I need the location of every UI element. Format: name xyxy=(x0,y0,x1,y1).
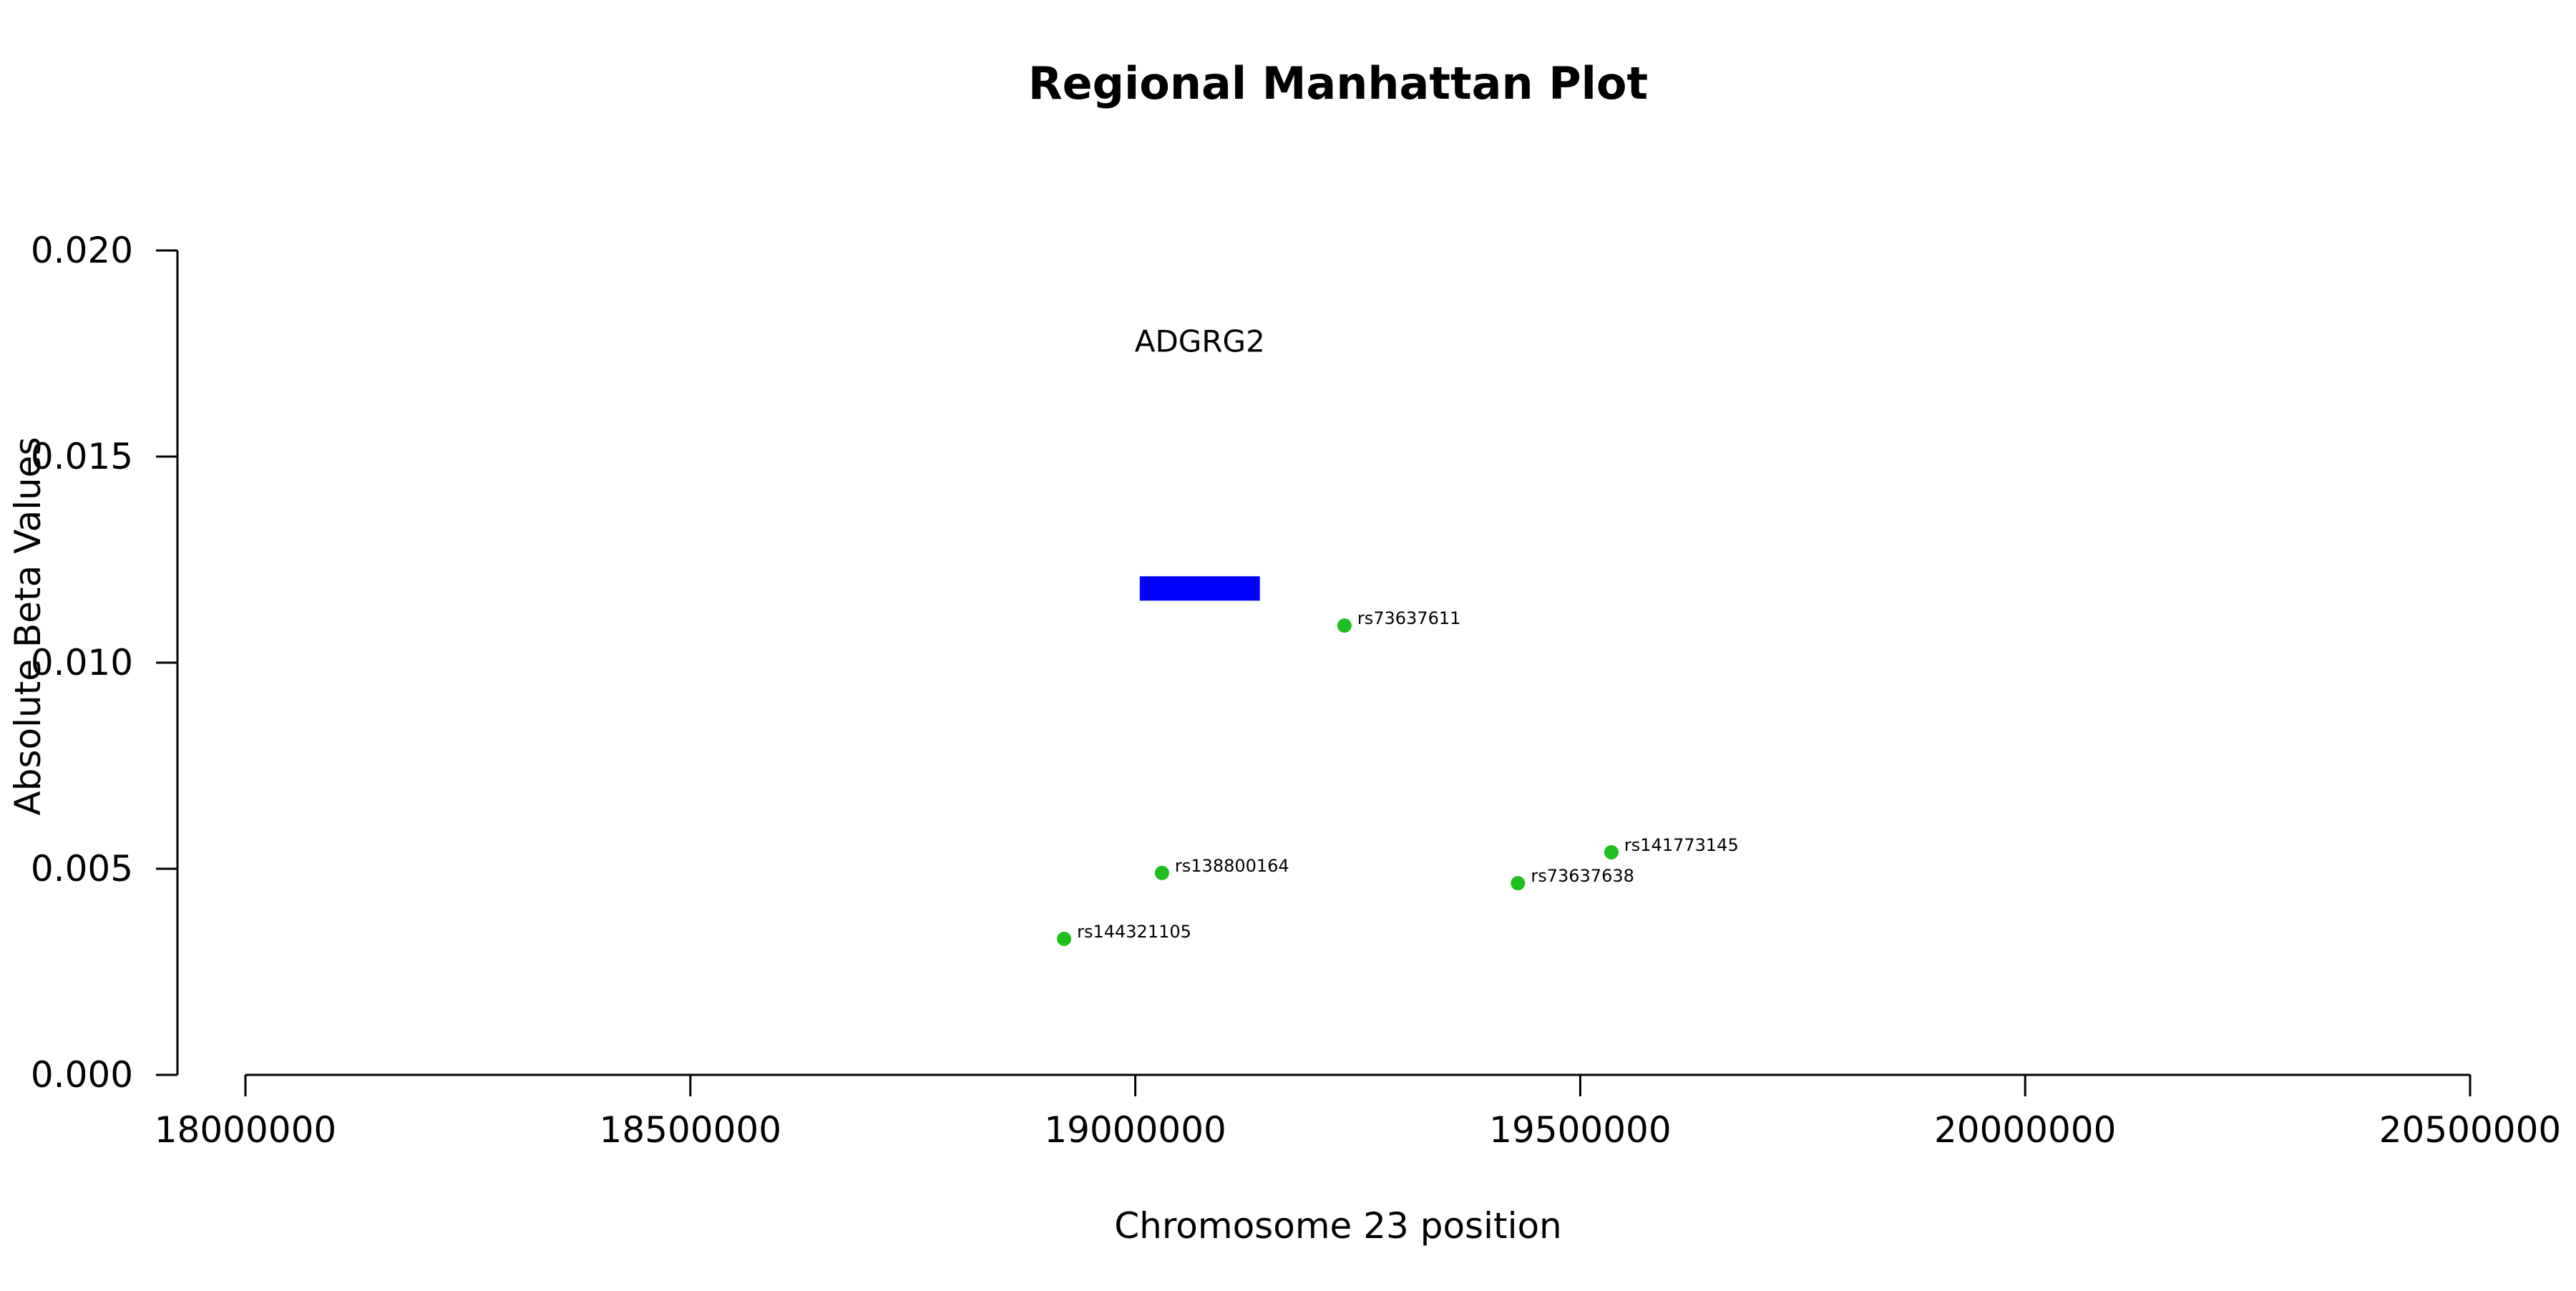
y-tick-label: 0.005 xyxy=(31,848,133,890)
x-axis-label: Chromosome 23 position xyxy=(1114,1205,1562,1247)
snp-label: rs138800164 xyxy=(1175,856,1289,876)
chart-title: Regional Manhattan Plot xyxy=(1028,57,1648,109)
y-tick-label: 0.020 xyxy=(31,230,133,271)
x-tick-label: 18500000 xyxy=(600,1109,782,1151)
gene-track: ADGRG2 xyxy=(1135,324,1265,601)
snp-points: rs144321105 rs138800164 rs73637611 rs736376… xyxy=(1057,608,1739,946)
snp-point xyxy=(1057,931,1072,946)
y-tick-label: 0.010 xyxy=(31,642,133,683)
x-tick-label: 19000000 xyxy=(1044,1109,1226,1151)
snp-point xyxy=(1154,865,1169,880)
y-tick-label: 0.000 xyxy=(31,1054,133,1096)
gene-label: ADGRG2 xyxy=(1135,324,1265,359)
snp-label: rs144321105 xyxy=(1077,922,1191,942)
y-tick-label: 0.015 xyxy=(31,436,133,477)
gene-bar xyxy=(1139,576,1260,601)
snp-label: rs141773145 xyxy=(1624,835,1739,855)
snp-label: rs73637638 xyxy=(1531,866,1634,886)
x-tick-label: 19500000 xyxy=(1489,1109,1672,1151)
x-tick-label: 18000000 xyxy=(155,1109,337,1151)
snp-point xyxy=(1604,844,1619,859)
y-axis-label: Absolute Beta Values xyxy=(7,437,49,816)
x-tick-label: 20500000 xyxy=(2379,1109,2562,1151)
x-tick-label: 20000000 xyxy=(1934,1109,2117,1151)
snp-label: rs73637611 xyxy=(1357,608,1461,628)
axes: 18000000 18500000 19000000 19500000 20000000… xyxy=(31,230,2561,1151)
snp-point xyxy=(1511,876,1526,891)
snp-point xyxy=(1337,618,1352,633)
